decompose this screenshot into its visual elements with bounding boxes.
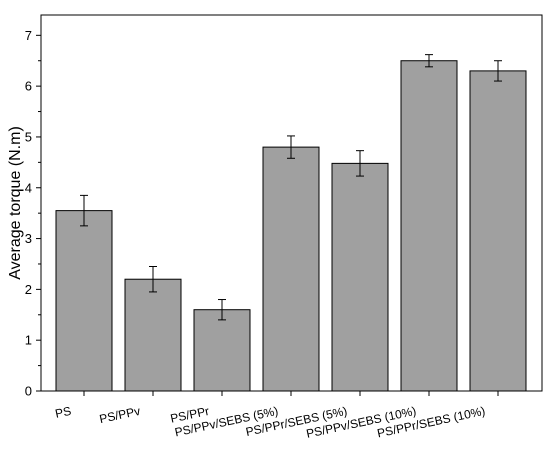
y-tick-label: 2 (25, 282, 32, 297)
bar (262, 146, 320, 392)
bar (469, 70, 527, 392)
plot-frame (40, 14, 543, 392)
x-tick-label: PS/PPv (98, 404, 141, 426)
y-tick-label: 6 (25, 79, 32, 94)
y-tick-label: 7 (25, 28, 32, 43)
bar (400, 60, 458, 392)
bar (331, 162, 389, 392)
x-tick-label: PS (54, 404, 73, 421)
bar (124, 278, 182, 392)
y-axis-title: Average torque (N.m) (7, 126, 24, 280)
y-tick-label: 4 (25, 180, 32, 195)
y-tick-label: 1 (25, 333, 32, 348)
bar (193, 309, 251, 392)
bar (55, 210, 113, 392)
y-tick-label: 5 (25, 129, 32, 144)
y-tick-label: 3 (25, 231, 32, 246)
y-tick-label: 0 (25, 384, 32, 399)
